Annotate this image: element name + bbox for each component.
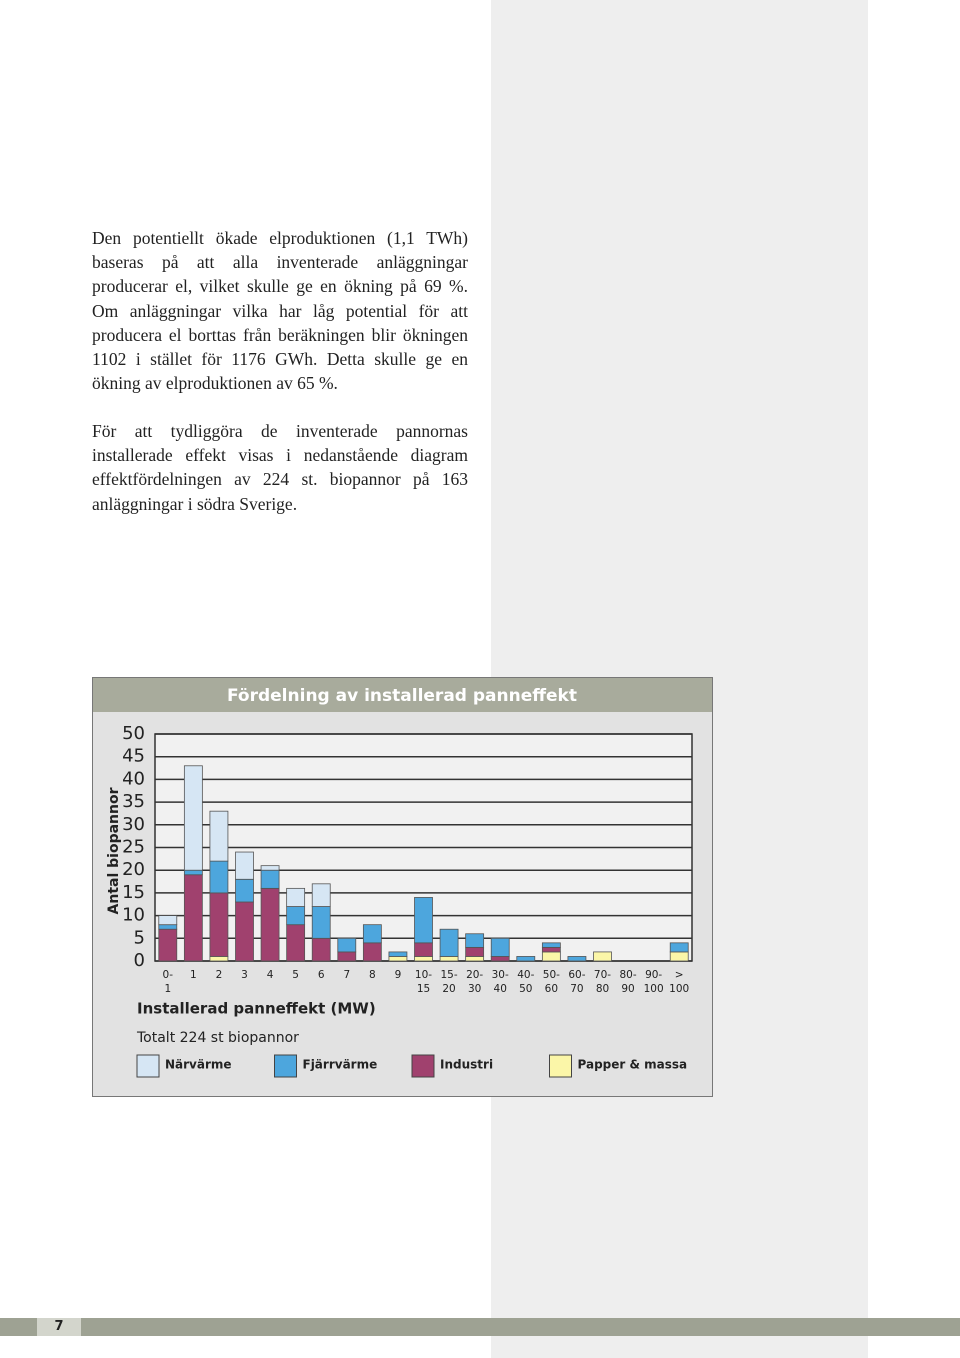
- title-band: [93, 678, 712, 712]
- x-tick-label: 90- 100: [643, 969, 664, 995]
- bar-segment: [465, 946, 485, 957]
- y-tick-label: 40: [122, 768, 145, 789]
- x-tick-label: 7: [343, 969, 351, 981]
- bar-segment: [541, 951, 561, 962]
- bar-segment: [541, 942, 561, 948]
- bar-segment: [414, 942, 433, 957]
- bar-segment: [465, 933, 485, 948]
- bar-segment: [439, 928, 459, 957]
- x-tick-label: 80- 90: [619, 969, 637, 995]
- bar-segment: [286, 906, 306, 926]
- bar-segment: [388, 951, 408, 957]
- legend-label: Närvärme: [165, 1058, 232, 1072]
- bar-segment: [286, 924, 306, 962]
- x-tick-label: 40- 50: [517, 969, 535, 995]
- bar-segment: [541, 946, 561, 953]
- chart-title: Fördelning av installerad panneffekt: [227, 686, 577, 706]
- x-tick-label: 3: [241, 969, 248, 981]
- bar-segment: [158, 924, 178, 930]
- y-tick-label: 10: [122, 905, 145, 926]
- y-tick-label: 20: [122, 859, 145, 880]
- x-tick-label: 15- 20: [440, 969, 458, 995]
- bar-segment: [465, 956, 485, 962]
- y-tick-label: 0: [134, 950, 145, 971]
- x-tick-label: 30- 40: [491, 969, 509, 995]
- x-tick-label: 4: [266, 969, 274, 981]
- bar-segment: [235, 878, 254, 903]
- footer-bar: [0, 1318, 960, 1336]
- x-tick-label: 20- 30: [466, 969, 484, 995]
- bar-segment: [516, 956, 536, 962]
- bar-segment: [388, 956, 408, 962]
- chart: Fördelning av installerad panneffekt Ant…: [92, 677, 713, 1097]
- y-tick-label: 30: [122, 814, 145, 835]
- bar-segment: [593, 951, 612, 962]
- bar-segment: [337, 951, 357, 962]
- bar-segment: [235, 901, 254, 962]
- bar-segment: [235, 851, 254, 880]
- bar-segment: [183, 869, 203, 876]
- bar-segment: [362, 942, 382, 962]
- x-tick-label: 5: [292, 969, 299, 981]
- bar-segment: [158, 915, 178, 926]
- bar-segment: [286, 887, 306, 907]
- y-tick-label: 15: [122, 882, 145, 903]
- page-number: 7: [37, 1318, 81, 1336]
- bar-segment: [260, 887, 280, 962]
- bar-segment: [337, 937, 357, 953]
- bar-segment: [439, 956, 459, 962]
- bar-segment: [669, 942, 689, 953]
- legend-swatch: [411, 1054, 435, 1078]
- bar-segment: [260, 869, 280, 889]
- x-tick-label: > 100: [669, 969, 690, 995]
- x-tick-label: 1: [190, 969, 197, 981]
- bar-segment: [311, 883, 331, 907]
- x-tick-label: 0- 1: [162, 969, 174, 995]
- x-tick-label: 10- 15: [414, 969, 433, 995]
- paragraph: För att tydliggöra de inventerade pannor…: [92, 421, 468, 514]
- legend-swatch: [136, 1054, 160, 1078]
- legend-label: Papper & massa: [578, 1058, 688, 1072]
- y-tick-label: 50: [122, 723, 145, 744]
- bar-segment: [183, 874, 203, 962]
- bar-segment: [209, 860, 229, 894]
- x-tick-label: 9: [394, 969, 402, 981]
- y-tick-label: 35: [122, 791, 145, 812]
- y-tick-label: 5: [134, 927, 145, 948]
- bar-segment: [414, 897, 433, 944]
- bar-segment: [158, 928, 178, 962]
- legend-label: Industri: [440, 1058, 493, 1072]
- bar-segment: [567, 956, 587, 962]
- legend-swatch: [274, 1054, 297, 1078]
- bar-segment: [260, 865, 280, 871]
- x-tick-label: 60- 70: [568, 969, 586, 995]
- bar-segment: [209, 892, 229, 957]
- bar-segment: [362, 924, 382, 944]
- x-tick-label: 8: [369, 969, 376, 981]
- bar-segment: [414, 956, 433, 962]
- y-axis-title: Antal biopannor: [106, 787, 122, 914]
- x-tick-label: 70- 80: [593, 969, 612, 995]
- x-tick-label: 50- 60: [542, 969, 560, 995]
- bar-segment: [311, 937, 331, 962]
- y-tick-label: 25: [122, 837, 145, 858]
- x-axis-title: Installerad panneffekt (MW): [137, 1000, 376, 1018]
- bar-segment: [209, 956, 229, 962]
- chart-svg: Fördelning av installerad panneffekt Ant…: [92, 677, 713, 1097]
- paragraph: Den potentiellt ökade elproduktionen (1,…: [92, 228, 468, 394]
- bar-segment: [311, 906, 331, 939]
- bar-segment: [183, 765, 203, 871]
- bar-segment: [490, 937, 510, 957]
- x-tick-label: 2: [215, 969, 223, 981]
- legend-swatch: [549, 1054, 572, 1078]
- bar-segment: [490, 956, 510, 962]
- bar-segment: [209, 810, 229, 862]
- y-tick-label: 45: [122, 746, 145, 767]
- bar-segment: [669, 951, 689, 962]
- x-tick-label: 6: [317, 969, 325, 981]
- legend-label: Fjärrvärme: [303, 1058, 378, 1072]
- chart-note: Totalt 224 st biopannor: [136, 1030, 299, 1046]
